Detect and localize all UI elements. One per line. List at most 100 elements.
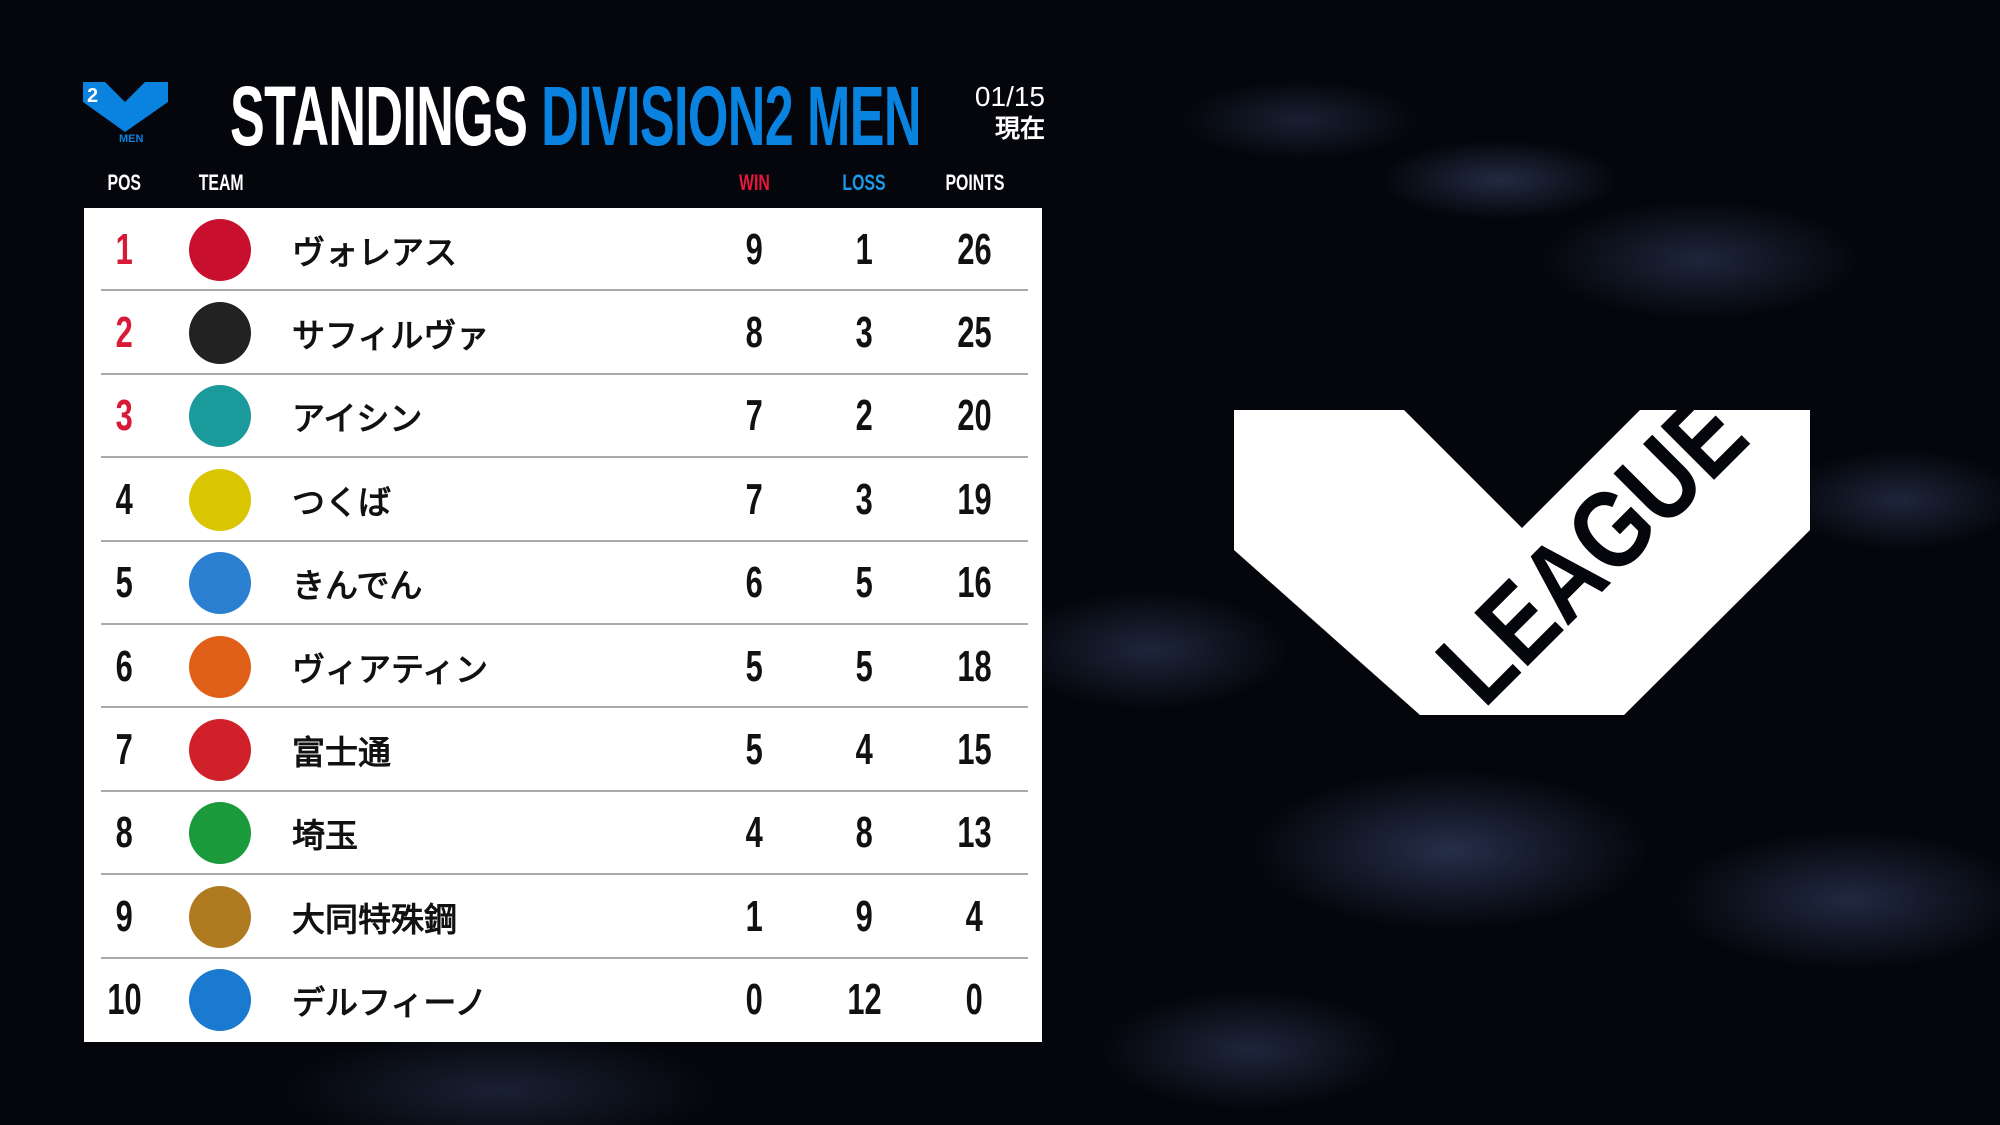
team-name: きんでん [292,567,423,605]
wins: 9 [745,224,763,274]
team-name: 埼玉 [292,817,358,855]
team-logo-cell [182,542,258,625]
daido-logo [189,885,251,948]
losses: 1 [855,224,873,274]
position: 6 [115,641,133,691]
wins: 0 [745,975,763,1025]
points: 13 [956,808,992,858]
team-name: サフィルヴァ [292,317,490,355]
position: 9 [115,891,133,941]
points: 0 [965,975,983,1025]
trinity-blitzs-logo [189,552,251,615]
table-row: 8 埼玉 4 8 13 [84,792,1042,876]
table-row: 6 ヴィアティン 5 5 18 [84,625,1042,709]
wins: 4 [745,808,763,858]
viatin-logo [189,635,251,698]
safilva-logo [189,302,251,365]
points: 19 [956,474,992,524]
row-divider [101,622,1028,625]
team-logo-cell [182,458,258,541]
v-league-brand-logo: LEAGUE [1234,410,1810,715]
team-name: デルフィーノ [292,984,488,1022]
table-row: 3 アイシン 7 2 20 [84,375,1042,459]
losses: 9 [855,891,873,941]
points: 18 [956,641,992,691]
team-name: ヴォレアス [292,233,457,271]
position: 8 [115,808,133,858]
standings-table: 1 ヴォレアス 9 1 26 2 サフィルヴァ 8 3 25 3 アイシン 7 … [84,208,1042,1042]
team-logo-cell [182,792,258,875]
row-divider [101,789,1028,792]
col-header-loss: LOSS [842,170,886,195]
table-row: 7 富士通 5 4 15 [84,708,1042,792]
table-row: 10 デルフィーノ 0 12 0 [84,959,1042,1042]
wins: 8 [745,308,763,358]
col-header-pos: POS [107,170,141,195]
row-divider [101,289,1028,292]
position: 3 [115,391,133,441]
position: 1 [115,224,133,274]
row-divider [101,372,1028,375]
voreas-logo [189,218,251,281]
points: 15 [956,725,992,775]
table-row: 2 サフィルヴァ 8 3 25 [84,291,1042,375]
team-name: アイシン [292,400,423,438]
losses: 8 [855,808,873,858]
tsukuba-logo [189,468,251,531]
col-header-points: POINTS [945,170,1005,195]
position: 4 [115,474,133,524]
date-suffix: 現在 [994,115,1045,143]
team-logo-cell [182,875,258,958]
row-divider [101,873,1028,876]
row-divider [101,456,1028,459]
table-row: 5 きんでん 6 5 16 [84,542,1042,625]
losses: 3 [855,308,873,358]
position: 2 [115,308,133,358]
azalea-logo [189,802,251,865]
wins: 5 [745,641,763,691]
team-logo-cell [182,375,258,458]
losses: 5 [855,558,873,608]
points: 26 [956,224,992,274]
losses: 4 [855,725,873,775]
losses: 12 [846,975,882,1025]
row-divider [101,956,1028,959]
table-row: 1 ヴォレアス 9 1 26 [84,208,1042,292]
wins: 6 [745,558,763,608]
title-standings: STANDINGS [230,69,528,163]
svg-text:2: 2 [87,85,98,107]
position: 5 [115,558,133,608]
team-name: 大同特殊鋼 [292,900,457,938]
team-logo-cell [182,625,258,708]
wins: 1 [745,891,763,941]
delfino-logo [189,969,251,1032]
position: 10 [106,975,142,1025]
losses: 3 [855,474,873,524]
team-name: 富士通 [292,734,391,772]
team-logo-cell [182,208,258,291]
points: 25 [956,308,992,358]
team-logo-cell [182,708,258,791]
losses: 2 [855,391,873,441]
as-of-date: 01/15 現在 [955,80,1045,146]
wins: 7 [745,474,763,524]
date-value: 01/15 [974,81,1045,112]
title-division: DIVISION2 MEN [541,69,921,163]
position: 7 [115,725,133,775]
svg-text:MEN: MEN [119,133,144,144]
fujitsu-logo [189,719,251,782]
team-logo-cell [182,291,258,374]
tealmare-logo [189,385,251,448]
row-divider [101,539,1028,542]
col-header-team: TEAM [198,170,244,195]
team-name: ヴィアティン [292,650,489,688]
row-divider [101,706,1028,709]
table-row: 4 つくば 7 3 19 [84,458,1042,542]
v-league-division2-logo: 2 MEN [83,82,168,144]
table-row: 9 大同特殊鋼 1 9 4 [84,875,1042,959]
team-logo-cell [182,959,258,1042]
page-title: STANDINGS DIVISION2 MEN [230,68,1344,165]
team-name: つくば [292,483,391,521]
wins: 5 [745,725,763,775]
points: 4 [965,891,983,941]
